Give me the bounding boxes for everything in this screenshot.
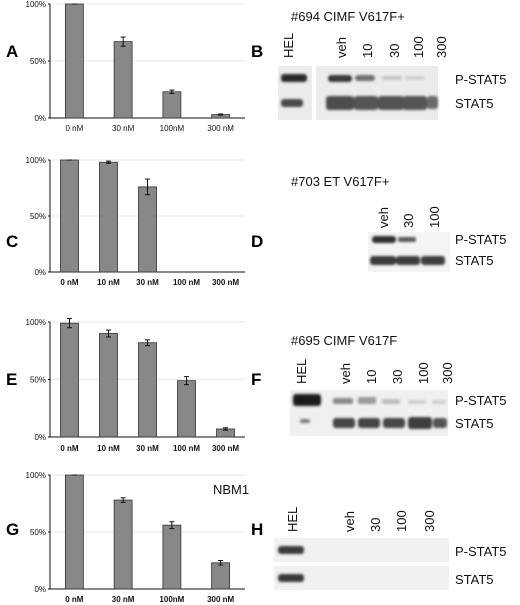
blot-label-stat5: STAT5 [455, 416, 494, 431]
y-tick-label: 100% [26, 471, 46, 480]
lane-label-hel: HEL [281, 33, 296, 58]
blot-separator [312, 66, 316, 120]
bar-chart-g: 0% 50% 100% 0 nM 30 nM 100nM 300 nM [26, 471, 245, 604]
bar-chart-a: 0% 50% 100% 0 nM 30 nM 100nM 300 nM [26, 0, 245, 133]
x-category-label: 300 nM [212, 278, 239, 287]
blot-bands [370, 236, 445, 265]
bar [99, 333, 118, 438]
bar [99, 161, 118, 273]
lane-label-veh: veh [342, 511, 357, 532]
x-category-label: 30 nM [112, 595, 135, 604]
blot-label-stat5: STAT5 [455, 572, 494, 587]
x-category-label: 100nM [160, 124, 185, 133]
y-tick-label: 0% [34, 433, 46, 442]
lane-label-100: 100 [411, 36, 426, 58]
bar [138, 186, 157, 273]
blot-label-stat5: STAT5 [455, 253, 494, 268]
blot-label-p-stat5: P-STAT5 [455, 232, 507, 247]
bar [138, 342, 157, 438]
sample-label-e: #695 CIMF V617F [291, 333, 397, 348]
y-tick-label: 0% [34, 268, 46, 277]
bar-chart-e: 0% 50% 100% 0 nM 10 nM 30 nM 100 nM 300 nM [26, 318, 245, 453]
panel-letter-g: G [6, 520, 19, 539]
bar [60, 322, 79, 438]
blot-bands [278, 546, 304, 582]
panel-letter-d: D [251, 232, 263, 251]
blot-label-p-stat5: P-STAT5 [455, 393, 507, 408]
blot-bands [281, 74, 438, 110]
blot-label-p-stat5: P-STAT5 [455, 72, 507, 87]
western-blot-b: HEL veh 10 30 100 300 P-STAT5 STAT5 [278, 33, 507, 120]
y-tick-label: 50% [30, 376, 46, 385]
sample-label-c: #703 ET V617F+ [291, 174, 389, 189]
western-blot-f: HEL veh 10 30 100 300 P-STAT5 STAT5 [290, 359, 507, 436]
lane-label-30: 30 [401, 214, 416, 228]
panel-letter-c: C [6, 232, 18, 251]
lane-label-veh: veh [334, 37, 349, 58]
x-category-label: 300 nM [212, 444, 239, 453]
y-tick-label: 50% [30, 212, 46, 221]
lane-label-hel: HEL [294, 359, 309, 384]
bar [211, 562, 231, 590]
lane-label-veh: veh [338, 363, 353, 384]
bar-chart-c: 0% 50% 100% 0 nM 10 nM 30 nM 100 nM 300 nM [26, 156, 245, 287]
x-category-label: 30 nM [136, 444, 159, 453]
blot-label-stat5: STAT5 [455, 96, 494, 111]
x-category-label: 100 nM [173, 278, 200, 287]
blot-bands [293, 394, 447, 429]
y-tick-label: 0% [34, 114, 46, 123]
x-category-label: 0 nM [65, 595, 84, 604]
lane-label-10: 10 [364, 370, 379, 384]
y-tick-label: 50% [30, 57, 46, 66]
x-category-label: 30 nM [136, 278, 159, 287]
panel-letter-b: B [251, 42, 263, 61]
x-category-label: 10 nM [97, 444, 120, 453]
lane-label-100: 100 [394, 510, 409, 532]
bar [113, 41, 133, 119]
x-category-label: 100nM [159, 595, 184, 604]
sample-label-a: #694 CIMF V617F+ [291, 9, 405, 24]
x-category-label: 10 nM [97, 278, 120, 287]
y-tick-label: 50% [30, 528, 46, 537]
blot-label-p-stat5: P-STAT5 [455, 544, 507, 559]
panel-letter-a: A [6, 42, 18, 61]
lane-label-100: 100 [427, 206, 442, 228]
lane-label-hel: HEL [285, 507, 300, 532]
sample-label-g: NBM1 [213, 482, 249, 497]
y-tick-label: 0% [34, 585, 46, 594]
lane-label-300: 300 [440, 362, 455, 384]
lane-label-300: 300 [434, 36, 449, 58]
lane-label-10: 10 [360, 44, 375, 58]
x-category-label: 30 nM [112, 124, 135, 133]
lane-label-30: 30 [387, 44, 402, 58]
panel-letter-f: F [251, 370, 261, 389]
bar [113, 499, 133, 590]
lane-label-30: 30 [390, 370, 405, 384]
bar [64, 3, 84, 119]
lane-label-30: 30 [368, 518, 383, 532]
lane-label-300: 300 [422, 510, 437, 532]
x-category-label: 100 nM [173, 444, 200, 453]
bar [64, 474, 84, 590]
bar [162, 91, 182, 119]
lane-label-100: 100 [416, 362, 431, 384]
bar [162, 524, 182, 590]
y-tick-label: 100% [26, 318, 46, 327]
y-tick-label: 100% [26, 156, 46, 165]
x-category-label: 0 nM [60, 444, 79, 453]
y-tick-label: 100% [26, 0, 46, 9]
x-category-label: 0 nM [65, 124, 83, 133]
x-category-label: 0 nM [60, 278, 79, 287]
bar [177, 380, 196, 438]
western-blot-d: veh 30 100 P-STAT5 STAT5 [368, 206, 507, 272]
panel-letter-h: H [251, 520, 263, 539]
x-category-label: 300 nM [207, 124, 234, 133]
bar [60, 159, 79, 273]
lane-label-veh: veh [376, 207, 391, 228]
western-blot-h: HEL veh 30 100 300 P-STAT5 STAT5 [274, 507, 507, 590]
x-category-label: 300 nM [207, 595, 234, 604]
panel-letter-e: E [6, 370, 17, 389]
